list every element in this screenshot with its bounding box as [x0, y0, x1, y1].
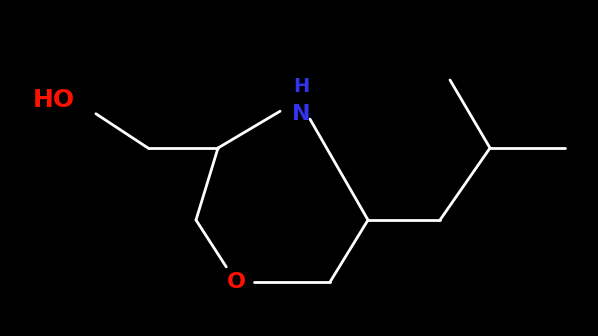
Text: O: O [227, 272, 246, 292]
Text: HO: HO [33, 88, 75, 112]
Text: H: H [293, 77, 309, 96]
Text: N: N [292, 104, 310, 124]
